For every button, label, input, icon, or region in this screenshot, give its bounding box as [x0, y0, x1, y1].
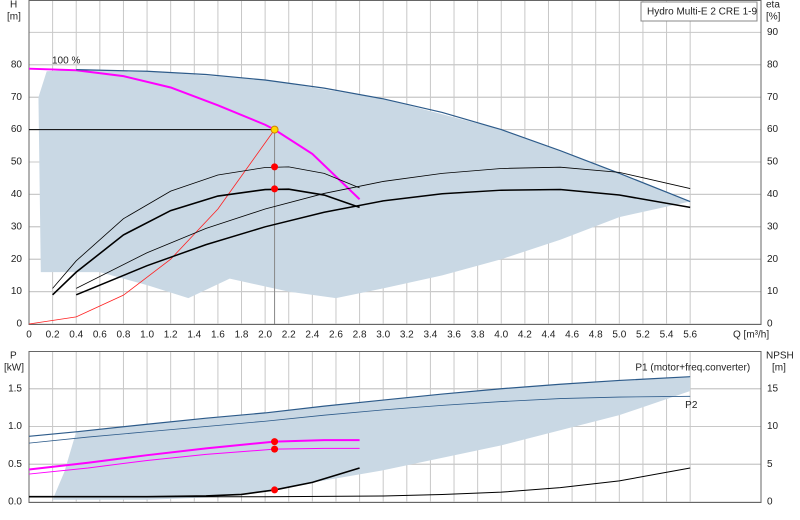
y2-tick-label: 10 [767, 421, 779, 432]
y2-unit: [m] [772, 363, 786, 374]
y2-tick-label: 90 [767, 27, 779, 38]
operating-range [38, 69, 691, 299]
chart-title: Hydro Multi-E 2 CRE 1-9 [647, 7, 757, 18]
curve [52, 188, 360, 296]
x-tick-label: 5.2 [636, 330, 650, 341]
y-unit: [m] [7, 12, 21, 23]
x-tick-label: 0.6 [93, 330, 107, 341]
operating-point [271, 163, 279, 171]
x-tick-label: 5.0 [612, 330, 626, 341]
curve-label: 100 % [52, 55, 80, 66]
y-tick-label: 80 [11, 59, 23, 70]
curve [52, 166, 360, 289]
y2-tick-label: 30 [767, 221, 779, 232]
y2-tick-label: 70 [767, 92, 779, 103]
y-tick-label: 50 [11, 157, 23, 168]
operating-point [271, 486, 279, 494]
curve [28, 67, 361, 200]
curve [28, 447, 360, 475]
x-tick-label: 5.6 [683, 330, 697, 341]
y-tick-label: 30 [11, 221, 23, 232]
x-tick-label: 0.8 [116, 330, 130, 341]
curve [75, 188, 691, 296]
y-tick-label: 60 [11, 124, 23, 135]
y2-tick-label: 5 [767, 459, 773, 470]
y-unit: [kW] [4, 363, 24, 374]
y-tick-label: 10 [11, 286, 23, 297]
y2-tick-label: 20 [767, 254, 779, 265]
plots: 0 0.2 0.4 0.6 0.8 1.0 1.2 1.4 1.6 1.8 2.0 2.2 2.4 2.6… [8, 0, 779, 508]
y2-tick-label: 0 [767, 319, 773, 330]
x-tick-label: 2.2 [282, 330, 296, 341]
y-label: P [10, 351, 17, 362]
x-tick-label: 2.6 [329, 330, 343, 341]
y2-tick-label: 15 [767, 383, 779, 394]
x-tick-label: 3.4 [423, 330, 437, 341]
x-tick-label: 3.8 [471, 330, 485, 341]
curve-label: P2 [685, 400, 698, 411]
y-tick-label: 0.0 [8, 497, 22, 508]
x-tick-label: 3.0 [376, 330, 390, 341]
x-tick-label: 2.0 [258, 330, 272, 341]
y2-tick-label: 50 [767, 157, 779, 168]
x-tick-label: 4.8 [589, 330, 603, 341]
x-tick-label: 1.8 [235, 330, 249, 341]
y2-tick-label: 0 [767, 497, 773, 508]
curve [28, 376, 691, 437]
title-box [640, 1, 758, 22]
x-tick-label: 2.4 [305, 330, 319, 341]
x-tick-label: 1.4 [187, 330, 201, 341]
y-label: H [10, 0, 17, 11]
y-tick-label: 1.0 [8, 421, 22, 432]
y2-tick-label: 60 [767, 124, 779, 135]
y2-unit: [%] [766, 12, 781, 23]
curve [28, 439, 360, 471]
x-tick-label: 3.6 [447, 330, 461, 341]
x-tick-label: 1.6 [211, 330, 225, 341]
curve-label: P1 (motor+freq.converter) [635, 362, 750, 373]
x-tick-label: 0.4 [69, 330, 83, 341]
x-tick-label: 1.2 [164, 330, 178, 341]
operating-point [270, 125, 279, 134]
y2-tick-label: 80 [767, 59, 779, 70]
x-tick-label: 4.0 [494, 330, 508, 341]
x-tick-label: 1.0 [140, 330, 154, 341]
operating-range [52, 376, 691, 500]
y-tick-label: 20 [11, 254, 23, 265]
curve [29, 467, 691, 498]
curve [28, 129, 275, 325]
operating-point [271, 438, 279, 446]
operating-point [271, 445, 279, 453]
x-label: Q [m³/h] [733, 330, 769, 341]
curve [28, 395, 691, 444]
y2-tick-label: 10 [767, 286, 779, 297]
y-tick-label: 40 [11, 189, 23, 200]
x-tick-label: 4.2 [518, 330, 532, 341]
operating-point [271, 185, 279, 193]
y2-tick-label: 40 [767, 189, 779, 200]
plot-frame [28, 351, 762, 503]
x-tick-label: 0 [26, 330, 32, 341]
x-tick-label: 5.4 [660, 330, 674, 341]
x-tick-label: 3.2 [400, 330, 414, 341]
y-tick-label: 1.5 [8, 383, 22, 394]
plot-frame [28, 0, 762, 325]
x-tick-label: 0.2 [46, 330, 60, 341]
x-tick-label: 4.4 [542, 330, 556, 341]
y-tick-label: 0.5 [8, 459, 22, 470]
y2-label: eta [766, 0, 780, 11]
curve [76, 69, 691, 203]
x-tick-label: 2.8 [353, 330, 367, 341]
y2-label: NPSH [766, 351, 794, 362]
y-tick-label: 0 [16, 319, 22, 330]
y-tick-label: 70 [11, 92, 23, 103]
curve [76, 166, 691, 289]
x-tick-label: 4.6 [565, 330, 579, 341]
